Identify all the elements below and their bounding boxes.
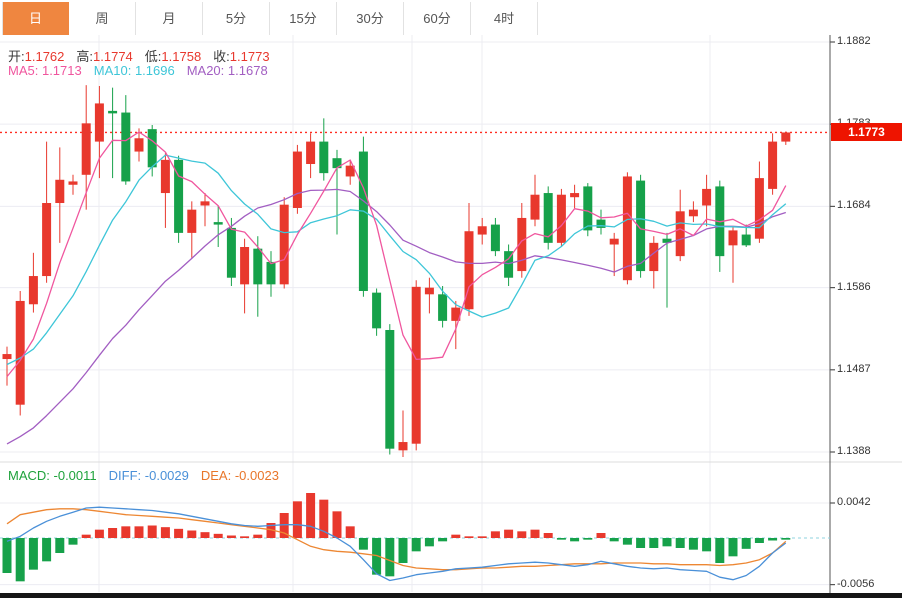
tab-day[interactable]: 日 bbox=[2, 2, 69, 35]
price-axis-label: 1.1487 bbox=[837, 363, 871, 375]
open-readout: 开:1.1762 bbox=[8, 49, 65, 64]
dea-value: DEA: -0.0023 bbox=[200, 468, 279, 483]
ma10-readout: MA10: 1.1696 bbox=[93, 63, 175, 78]
ma20-readout: MA20: 1.1678 bbox=[186, 63, 268, 78]
macd-axis-label: -0.0056 bbox=[837, 578, 875, 590]
ohlc-readout: 开:1.1762 高:1.1774 低:1.1758 收:1.1773 bbox=[8, 46, 270, 65]
tab-60min[interactable]: 60分 bbox=[404, 2, 471, 35]
price-axis-label: 1.1684 bbox=[837, 199, 871, 211]
macd-value: MACD: -0.0011 bbox=[8, 468, 97, 483]
price-axis-label: 1.1388 bbox=[837, 445, 871, 457]
tab-month[interactable]: 月 bbox=[136, 2, 203, 35]
macd-readout: MACD: -0.0011 DIFF: -0.0029 DEA: -0.0023 bbox=[8, 468, 279, 483]
price-axis-label: 1.1882 bbox=[837, 35, 871, 47]
tab-week[interactable]: 周 bbox=[69, 2, 136, 35]
tab-5min[interactable]: 5分 bbox=[203, 2, 270, 35]
ma5-readout: MA5: 1.1713 bbox=[8, 63, 82, 78]
current-price-tag: 1.1773 bbox=[831, 123, 902, 141]
timeframe-tabs: 日 周 月 5分 15分 30分 60分 4时 bbox=[2, 2, 538, 35]
close-readout: 收:1.1773 bbox=[213, 49, 270, 64]
ma-readout: MA5: 1.1713 MA10: 1.1696 MA20: 1.1678 bbox=[8, 63, 268, 78]
diff-value: DIFF: -0.0029 bbox=[108, 468, 189, 483]
bottom-edge-bar bbox=[0, 593, 902, 598]
price-axis-label: 1.1586 bbox=[837, 281, 871, 293]
macd-axis-label: 0.0042 bbox=[837, 496, 871, 508]
low-readout: 低:1.1758 bbox=[144, 49, 202, 64]
tab-15min[interactable]: 15分 bbox=[270, 2, 337, 35]
high-readout: 高:1.1774 bbox=[76, 49, 133, 64]
tab-4hour[interactable]: 4时 bbox=[471, 2, 538, 35]
tab-30min[interactable]: 30分 bbox=[337, 2, 404, 35]
